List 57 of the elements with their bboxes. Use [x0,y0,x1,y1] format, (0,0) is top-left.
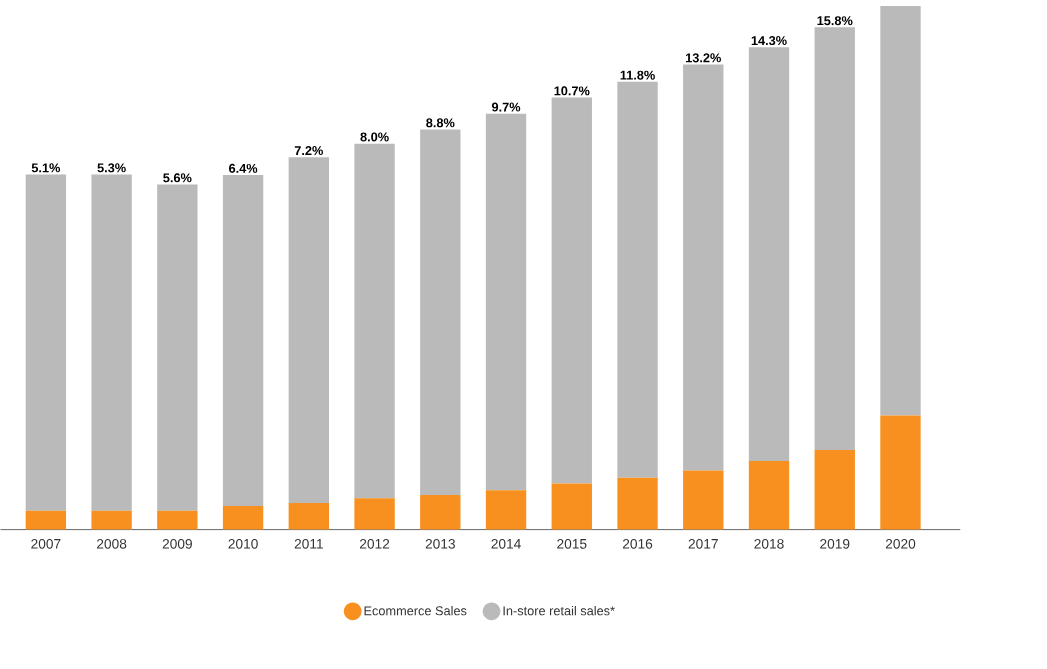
x-tick-label: 2010 [228,538,258,549]
bar [288,157,329,503]
annotation: 7.2% [294,145,324,155]
x-tick-label: 2020 [885,538,916,549]
x-tick-label: 2007 [31,538,61,549]
annotation: 15.8% [817,15,853,26]
annotation: 9.7% [491,102,521,112]
bar [551,97,592,484]
bar [683,470,724,530]
annotation: 11.8% [620,70,655,80]
annotation: 10.7% [554,86,590,96]
bar [25,510,67,530]
bar [880,5,921,416]
bar [880,415,921,530]
bar [814,449,855,530]
annotation: 8.0% [360,132,389,142]
x-tick-label: 2019 [820,538,850,549]
bar [354,497,395,530]
x-tick-label: 2011 [294,538,323,549]
bar [288,502,329,530]
x-tick-label: 2013 [425,538,455,549]
annotation: 14.3% [751,35,787,45]
annotation: 13.2% [685,53,721,63]
bar [157,510,198,530]
bar [25,174,67,511]
bar [485,113,527,491]
x-tick-label: 2014 [491,538,521,549]
x-tick-label: 2018 [754,538,784,549]
bar [354,143,395,498]
bar [420,129,461,495]
bar [157,184,198,511]
annotation: 5.6% [163,173,192,183]
bar [617,477,658,530]
bar [91,510,132,530]
x-tick-label: 2009 [162,538,192,549]
annotation: 6.4% [229,163,258,173]
legend-label: In-store retail sales* [503,605,615,616]
x-tick-label: 2012 [359,538,390,549]
bar [420,494,461,530]
bar [748,47,790,461]
annotation: 5.1% [31,163,61,173]
bar [617,81,658,478]
bar [748,460,790,530]
bar [485,490,527,530]
x-tick-label: 2015 [557,538,587,549]
bar [222,174,264,506]
annotation: 5.3% [97,163,126,173]
x-tick-label: 2017 [688,538,718,549]
bar [222,505,264,530]
x-tick-label: 2008 [97,538,127,549]
bar [814,27,855,450]
bar [683,64,724,471]
bar [551,483,592,530]
legend-label: Ecommerce Sales [364,605,467,616]
x-tick-label: 2016 [622,538,653,549]
bar [91,174,132,511]
annotation: 8.8% [426,118,455,128]
